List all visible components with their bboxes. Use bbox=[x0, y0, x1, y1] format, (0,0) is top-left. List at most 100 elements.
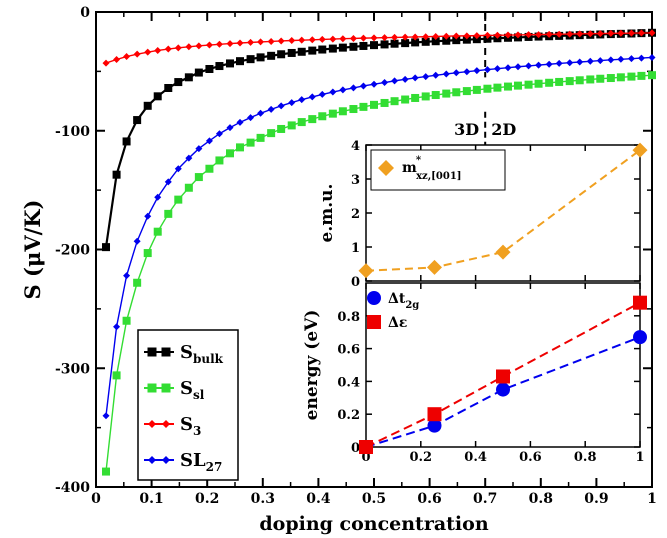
data-point bbox=[298, 36, 306, 44]
series-line bbox=[365, 336, 641, 448]
series-line bbox=[365, 149, 641, 272]
data-point bbox=[452, 36, 461, 45]
data-point bbox=[472, 35, 481, 44]
data-point bbox=[381, 79, 389, 87]
x-tick-label-0-2: 0.2 bbox=[195, 491, 219, 507]
data-point bbox=[328, 44, 337, 53]
data-point bbox=[144, 48, 152, 56]
data-point bbox=[555, 77, 564, 86]
legend-label-subscript: xz,[001] bbox=[416, 171, 461, 182]
data-point bbox=[318, 35, 326, 43]
x-tick-label-0: 0 bbox=[91, 491, 101, 507]
data-point bbox=[390, 97, 399, 106]
inset-bottom-x-tick-label-0-8: 0.8 bbox=[574, 450, 597, 465]
data-point bbox=[133, 237, 141, 245]
data-point bbox=[215, 62, 224, 71]
data-point bbox=[411, 93, 420, 102]
data-point bbox=[205, 137, 213, 145]
data-point bbox=[112, 170, 121, 179]
data-point bbox=[102, 467, 111, 476]
data-point bbox=[525, 31, 533, 39]
data-point bbox=[113, 56, 121, 63]
legend-marker bbox=[378, 160, 394, 176]
inset-bottom-x-tick-label-0-4: 0.4 bbox=[464, 450, 487, 465]
data-point bbox=[215, 156, 224, 165]
data-point bbox=[493, 83, 502, 92]
data-point bbox=[288, 99, 296, 107]
x-tick-label-0-4: 0.4 bbox=[306, 491, 331, 507]
data-point bbox=[359, 102, 368, 111]
data-point bbox=[349, 42, 358, 51]
data-point bbox=[493, 65, 501, 73]
legend-label-subscript: 3 bbox=[193, 424, 201, 438]
data-point bbox=[596, 74, 605, 83]
data-point bbox=[596, 57, 604, 65]
data-point bbox=[102, 412, 110, 420]
data-point bbox=[225, 149, 234, 158]
data-point bbox=[503, 82, 512, 91]
legend-marker bbox=[162, 420, 170, 428]
data-point bbox=[421, 92, 430, 101]
legend-marker bbox=[162, 456, 170, 464]
data-point bbox=[607, 56, 615, 64]
data-point bbox=[632, 142, 648, 158]
data-point bbox=[133, 50, 141, 58]
data-point bbox=[370, 100, 378, 109]
data-point bbox=[535, 31, 543, 39]
data-point bbox=[287, 121, 296, 130]
data-point bbox=[462, 35, 471, 44]
data-point bbox=[555, 30, 563, 38]
data-point bbox=[339, 35, 347, 43]
legend-label-subscript: 27 bbox=[206, 460, 223, 474]
inset-bottom-legend: Δt2g Δε bbox=[367, 291, 419, 331]
legend-label-name: Δε bbox=[388, 315, 407, 331]
data-point bbox=[473, 32, 481, 40]
data-point bbox=[236, 118, 244, 126]
data-point bbox=[308, 36, 316, 44]
data-point bbox=[565, 77, 574, 86]
inset-bottom-x-tick-label-0-6: 0.6 bbox=[519, 450, 542, 465]
data-point bbox=[432, 71, 440, 79]
data-point bbox=[164, 45, 172, 53]
data-point bbox=[236, 39, 244, 47]
data-point bbox=[154, 193, 162, 201]
data-point bbox=[452, 32, 460, 40]
data-point bbox=[359, 440, 373, 454]
legend-label: SL27 bbox=[180, 450, 222, 474]
legend-label-name: S bbox=[180, 414, 193, 435]
data-point bbox=[566, 59, 574, 67]
data-point bbox=[427, 418, 442, 433]
data-point bbox=[380, 40, 389, 49]
data-point bbox=[257, 109, 265, 117]
legend-marker bbox=[367, 315, 381, 329]
y-tick-label-100: -100 bbox=[55, 124, 90, 140]
data-point bbox=[473, 67, 481, 75]
x-tick-label-0-8: 0.8 bbox=[529, 491, 553, 507]
data-point bbox=[329, 35, 337, 43]
data-point bbox=[504, 31, 512, 39]
data-point bbox=[195, 42, 203, 50]
inset-bottom-y-tick-label-0-6: 0.6 bbox=[337, 343, 360, 358]
data-point bbox=[267, 129, 276, 138]
data-point bbox=[277, 102, 285, 110]
data-point bbox=[472, 85, 481, 94]
data-point bbox=[431, 91, 440, 100]
data-point bbox=[267, 105, 275, 113]
y-tick-label-0: 0 bbox=[80, 5, 90, 21]
data-point bbox=[606, 74, 615, 83]
data-point bbox=[535, 61, 543, 69]
data-point bbox=[102, 59, 110, 67]
legend-label-superscript: * bbox=[416, 155, 422, 166]
data-point bbox=[122, 137, 131, 146]
data-point bbox=[637, 29, 645, 37]
data-point bbox=[349, 105, 358, 114]
data-point bbox=[575, 76, 584, 85]
inset-top-y-tick-label-3: 3 bbox=[351, 173, 360, 188]
data-point bbox=[504, 64, 512, 72]
data-point bbox=[514, 31, 522, 39]
data-point bbox=[633, 330, 647, 345]
data-point bbox=[143, 249, 152, 258]
data-point bbox=[637, 54, 645, 62]
data-point bbox=[359, 34, 367, 42]
legend-label: Sbulk bbox=[180, 342, 224, 366]
